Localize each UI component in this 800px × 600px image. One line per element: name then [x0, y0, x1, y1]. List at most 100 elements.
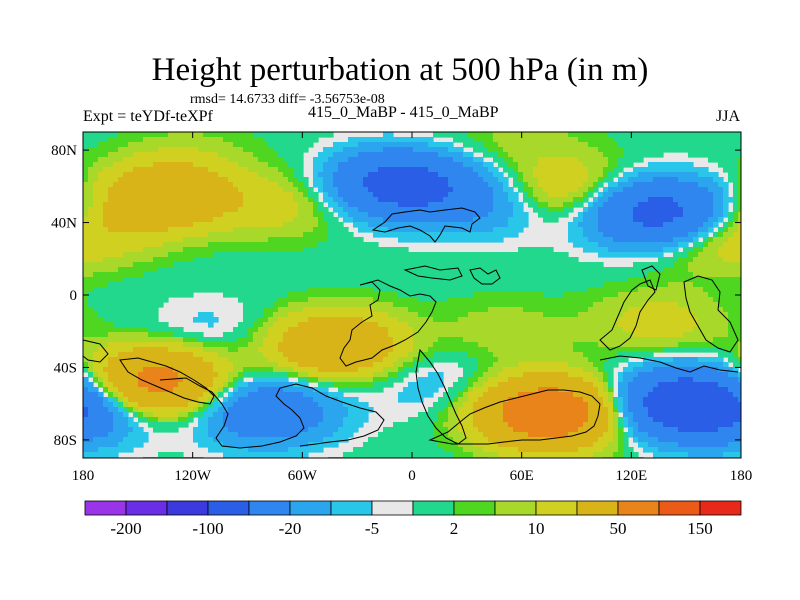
- field-cell: [453, 202, 459, 208]
- field-cell: [188, 137, 194, 143]
- field-cell: [183, 207, 189, 213]
- field-cell: [188, 172, 194, 178]
- field-cell: [533, 317, 539, 323]
- field-cell: [113, 252, 119, 258]
- field-cell: [698, 312, 704, 318]
- field-cell: [138, 137, 144, 143]
- field-cell: [533, 197, 539, 203]
- field-cell: [443, 302, 449, 308]
- field-cell: [488, 297, 494, 303]
- field-cell: [223, 192, 229, 198]
- field-cell: [113, 322, 119, 328]
- field-cell: [508, 142, 514, 148]
- field-cell: [528, 292, 534, 298]
- field-cell: [468, 192, 474, 198]
- field-cell: [343, 192, 349, 198]
- field-cell: [478, 302, 484, 308]
- field-cell: [618, 292, 624, 298]
- field-cell: [703, 267, 709, 273]
- field-cell: [243, 142, 249, 148]
- field-cell: [138, 207, 144, 213]
- field-cell: [248, 262, 254, 268]
- field-cell: [333, 232, 339, 238]
- field-cell: [488, 187, 494, 193]
- field-cell: [138, 242, 144, 248]
- field-cell: [253, 147, 259, 153]
- field-cell: [648, 317, 654, 323]
- field-cell: [518, 227, 524, 233]
- field-cell: [688, 132, 694, 138]
- field-cell: [298, 147, 304, 153]
- field-cell: [203, 272, 209, 278]
- field-cell: [483, 192, 489, 198]
- field-cell: [243, 177, 249, 183]
- field-cell: [358, 207, 364, 213]
- field-cell: [268, 257, 274, 263]
- field-cell: [533, 282, 539, 288]
- field-cell: [533, 172, 539, 178]
- field-cell: [198, 162, 204, 168]
- field-cell: [468, 307, 474, 313]
- field-cell: [293, 142, 299, 148]
- field-cell: [663, 202, 669, 208]
- field-cell: [563, 252, 569, 258]
- field-cell: [668, 137, 674, 143]
- field-cell: [718, 247, 724, 253]
- field-cell: [368, 157, 374, 163]
- field-cell: [553, 297, 559, 303]
- field-cell: [368, 297, 374, 303]
- field-cell: [258, 202, 264, 208]
- field-cell: [358, 302, 364, 308]
- field-cell: [473, 132, 479, 138]
- field-cell: [613, 302, 619, 308]
- field-cell: [498, 257, 504, 263]
- field-cell: [668, 177, 674, 183]
- field-cell: [228, 172, 234, 178]
- field-cell: [633, 267, 639, 273]
- field-cell: [698, 277, 704, 283]
- field-cell: [448, 297, 454, 303]
- field-cell: [663, 247, 669, 253]
- field-cell: [468, 197, 474, 203]
- field-cell: [143, 172, 149, 178]
- field-cell: [673, 267, 679, 273]
- field-cell: [423, 317, 429, 323]
- field-cell: [648, 252, 654, 258]
- field-cell: [713, 287, 719, 293]
- field-cell: [663, 167, 669, 173]
- field-cell: [163, 137, 169, 143]
- field-cell: [333, 147, 339, 153]
- field-cell: [548, 157, 554, 163]
- field-cell: [328, 232, 334, 238]
- field-cell: [463, 152, 469, 158]
- field-cell: [638, 187, 644, 193]
- field-cell: [383, 177, 389, 183]
- field-cell: [653, 162, 659, 168]
- field-cell: [333, 247, 339, 253]
- field-cell: [163, 262, 169, 268]
- field-cell: [618, 322, 624, 328]
- field-cell: [433, 257, 439, 263]
- field-cell: [458, 252, 464, 258]
- field-cell: [123, 262, 129, 268]
- field-cell: [158, 267, 164, 273]
- field-cell: [408, 152, 414, 158]
- field-cell: [308, 252, 314, 258]
- field-cell: [163, 207, 169, 213]
- field-cell: [263, 297, 269, 303]
- field-cell: [363, 182, 369, 188]
- field-cell: [403, 147, 409, 153]
- field-cell: [583, 307, 589, 313]
- field-cell: [108, 332, 114, 338]
- field-cell: [473, 292, 479, 298]
- field-cell: [248, 187, 254, 193]
- field-cell: [693, 237, 699, 243]
- field-cell: [683, 257, 689, 263]
- field-cell: [508, 162, 514, 168]
- field-cell: [713, 137, 719, 143]
- field-cell: [458, 212, 464, 218]
- field-cell: [438, 277, 444, 283]
- field-cell: [83, 232, 89, 238]
- field-cell: [188, 267, 194, 273]
- field-cell: [418, 262, 424, 268]
